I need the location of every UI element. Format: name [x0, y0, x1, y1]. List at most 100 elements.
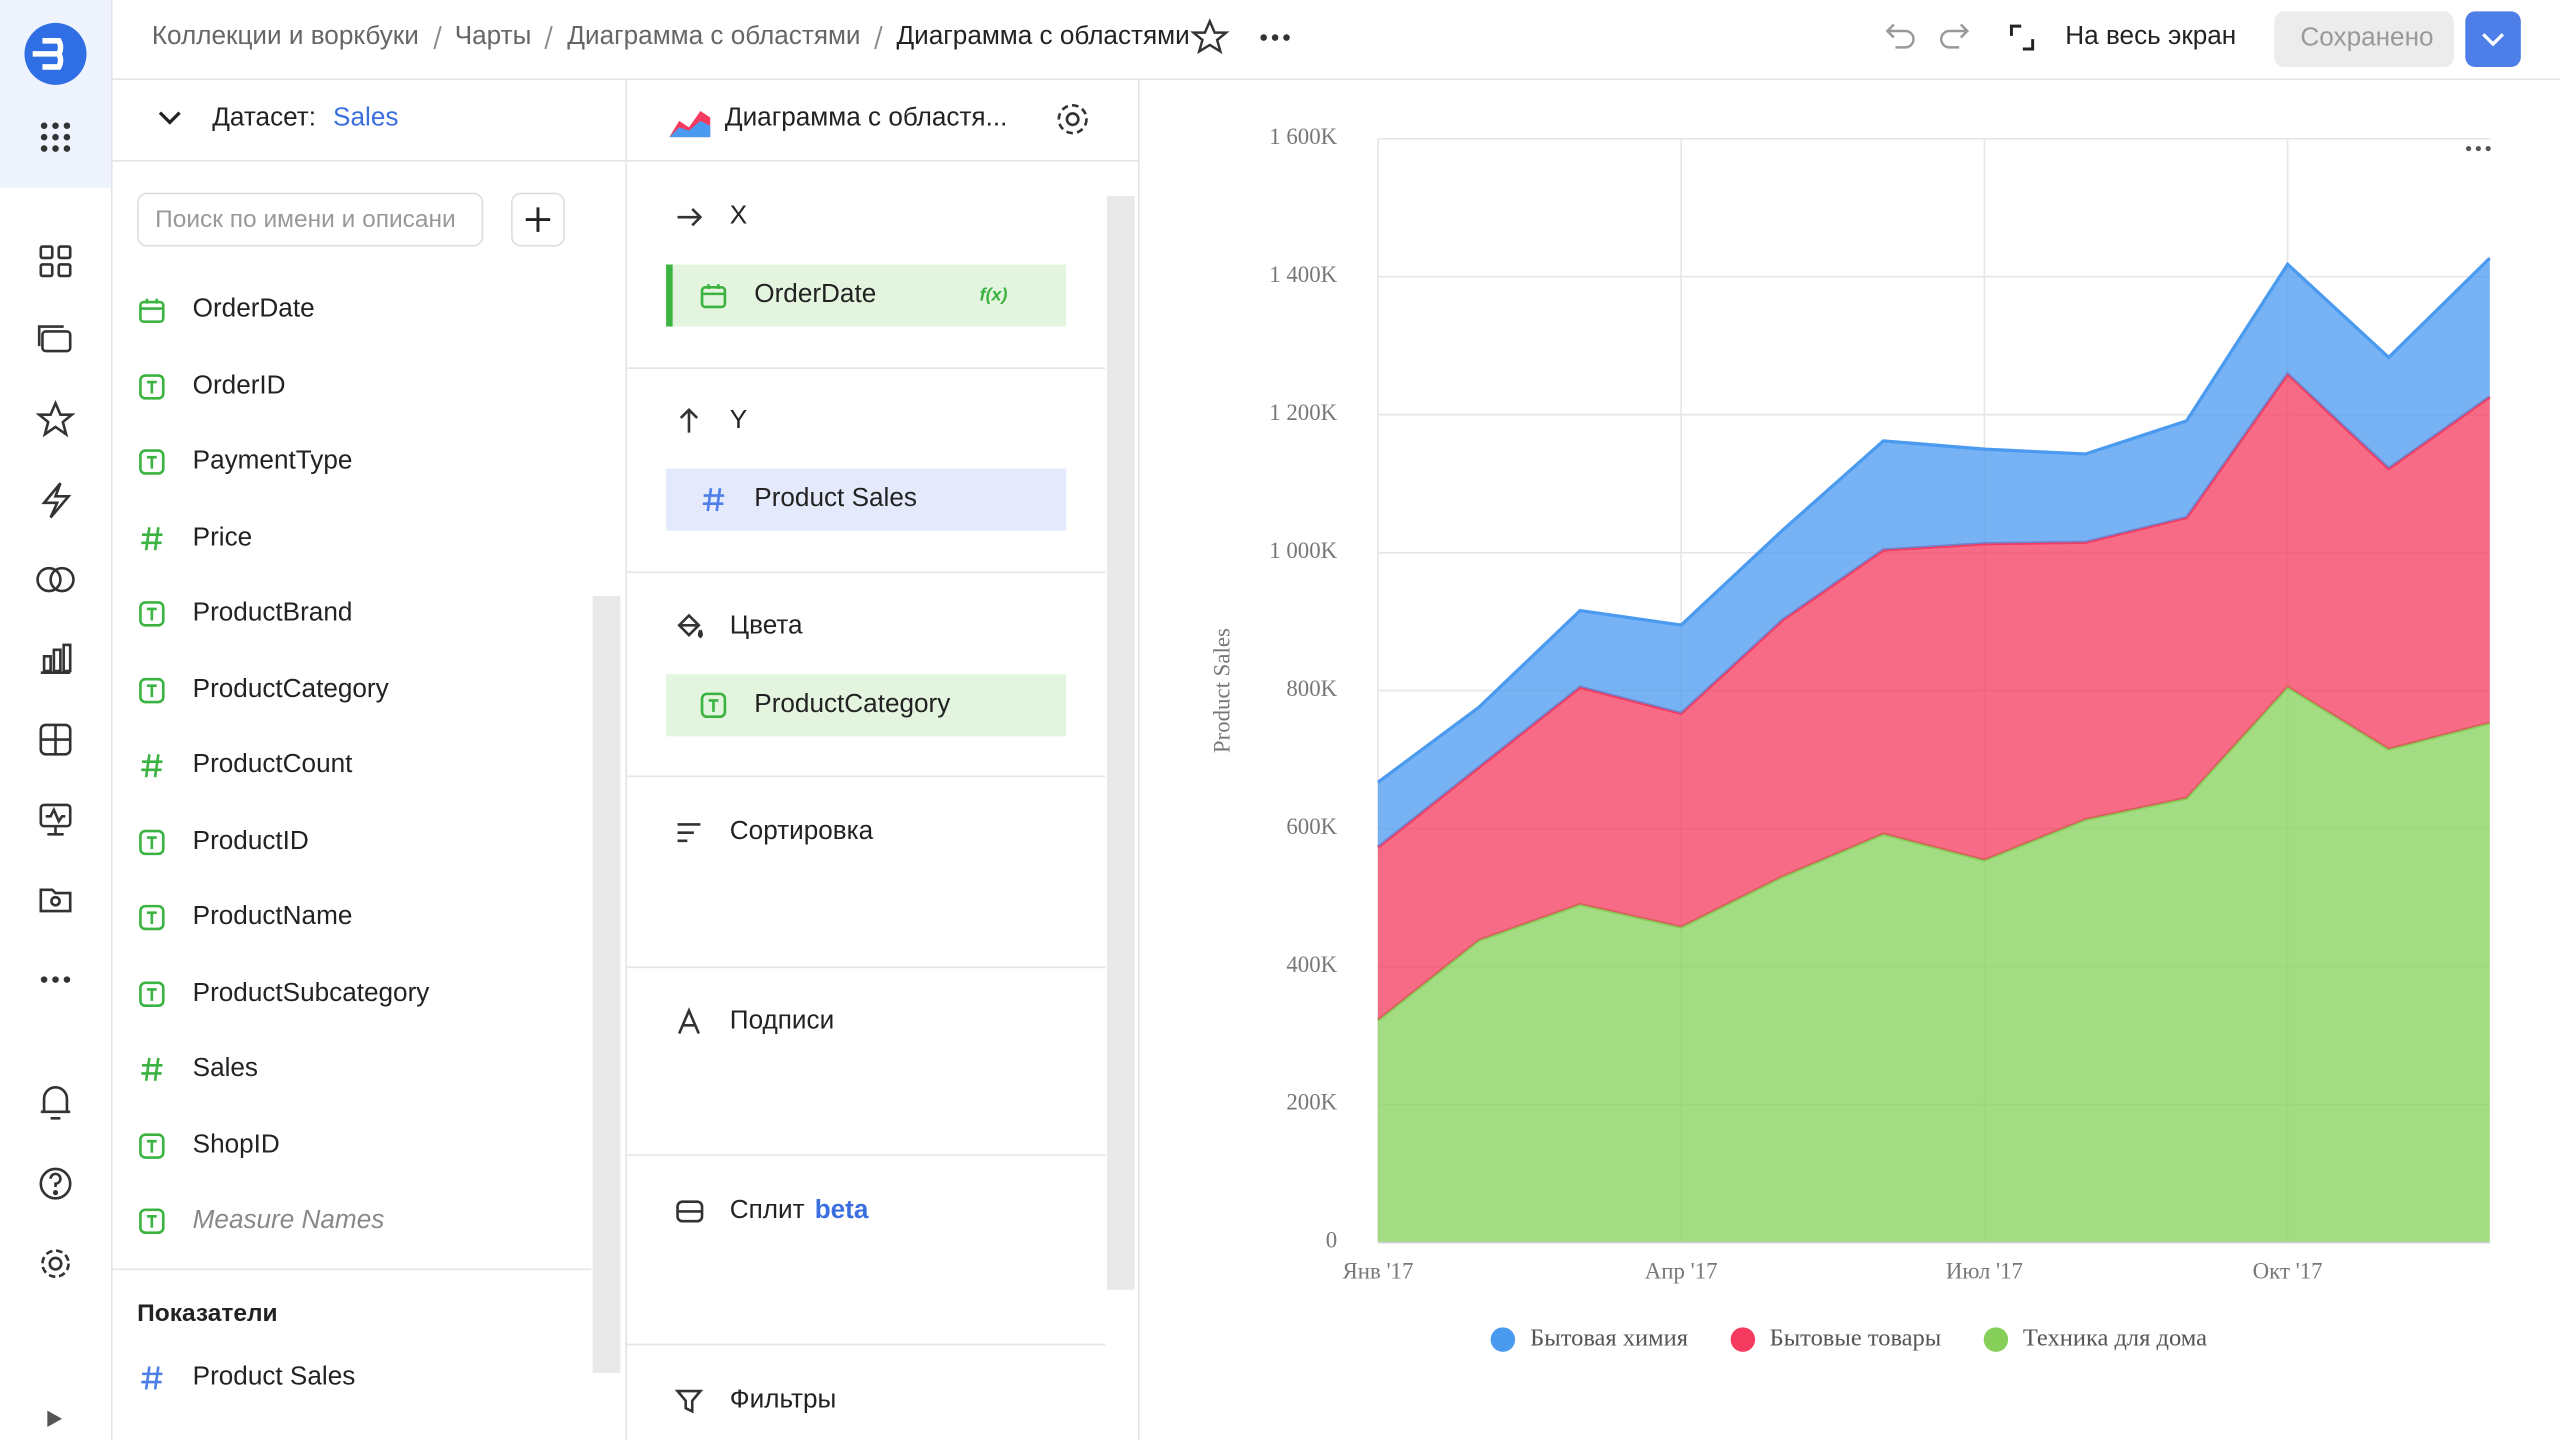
dataset-collapse[interactable]	[155, 106, 188, 132]
y-tick-label: 1 000K	[1269, 538, 1337, 563]
icon-part	[141, 754, 163, 778]
icon-part	[48, 1256, 63, 1271]
icon-part	[146, 987, 157, 1001]
icon-filter	[674, 1386, 704, 1415]
icon-arrow-up	[674, 407, 703, 436]
field-chip[interactable]	[666, 468, 1067, 531]
icon-part	[52, 648, 62, 673]
field-chip[interactable]	[666, 674, 1067, 737]
plus	[525, 207, 551, 232]
scrollbar[interactable]	[1106, 195, 1135, 1290]
add-field-button[interactable]	[511, 192, 565, 247]
icon-text	[137, 371, 166, 400]
dataset-field[interactable]: ProductCategory	[192, 675, 389, 703]
icon-part	[146, 1215, 157, 1228]
chart-settings[interactable]	[1055, 101, 1091, 137]
nav-folders[interactable]	[39, 888, 72, 913]
dataset-field[interactable]: ProductSubcategory	[192, 978, 430, 1007]
icon-part	[39, 888, 72, 913]
scrollbar[interactable]	[592, 595, 621, 1374]
icon-part	[677, 1007, 700, 1034]
dataset-field[interactable]: Sales	[192, 1054, 259, 1083]
icon-split	[674, 1197, 704, 1226]
search-input[interactable]: Поиск по имени и описани	[137, 192, 484, 247]
legend-item[interactable]: Бытовые товары	[1730, 1319, 1941, 1358]
icon-part	[677, 208, 703, 227]
legend-label: Техника для дома	[2022, 1324, 2207, 1352]
dataset-field[interactable]: Measure Names	[192, 1206, 385, 1235]
y-tick-label: 200K	[1286, 1090, 1337, 1115]
legend-item[interactable]: Бытовая химия	[1490, 1319, 1688, 1358]
chart-type-icon[interactable]	[668, 98, 714, 140]
icon-part	[874, 25, 883, 50]
nav-apps[interactable]	[40, 122, 71, 152]
dataset-field[interactable]: ProductBrand	[192, 599, 353, 627]
breadcrumb[interactable]: Диаграмма с областями	[567, 22, 861, 51]
nav-notifications[interactable]	[40, 1086, 71, 1120]
nav-monitoring[interactable]	[39, 803, 72, 836]
nav-settings[interactable]	[41, 1249, 70, 1279]
icon-part	[141, 526, 163, 550]
dataset-field[interactable]: ProductCount	[192, 751, 353, 779]
undo-button[interactable]	[1885, 23, 1915, 49]
dataset-field[interactable]: OrderID	[192, 371, 286, 400]
nav-more[interactable]	[40, 976, 71, 983]
icon-text	[137, 1131, 166, 1160]
save-menu-button[interactable]	[2465, 11, 2521, 67]
nav-datasets[interactable]	[39, 723, 72, 756]
dataset-field[interactable]: Price	[192, 523, 253, 552]
more-button[interactable]	[1260, 34, 1290, 41]
icon-part	[52, 122, 59, 129]
breadcrumb-separator	[430, 24, 443, 50]
icon-part	[140, 298, 164, 310]
icon-part	[700, 692, 727, 719]
icon-text	[137, 903, 166, 932]
dataset-field[interactable]: PaymentType	[192, 447, 353, 476]
field-chip[interactable]	[666, 264, 1067, 327]
dataset-name[interactable]: Sales	[333, 104, 399, 133]
icon-part	[674, 1389, 704, 1414]
chart-type[interactable]: Диаграмма с областя...	[724, 104, 1008, 133]
icon-part	[677, 208, 703, 227]
icon-part	[679, 407, 699, 433]
icon-part	[700, 692, 727, 719]
favorite-button[interactable]	[1190, 18, 1230, 55]
icon-part	[677, 823, 701, 843]
nav-quick[interactable]	[41, 482, 72, 519]
nav-help[interactable]	[39, 1167, 72, 1200]
icon-part	[139, 601, 165, 627]
icon-part	[141, 1366, 163, 1390]
icon-part	[139, 677, 165, 703]
redo-button[interactable]	[1940, 23, 1970, 49]
fullscreen-button[interactable]: На весь экран	[2065, 22, 2237, 51]
nav-charts[interactable]	[40, 643, 72, 674]
legend-item[interactable]: Техника для дома	[1983, 1319, 2207, 1358]
section-title: Цвета	[729, 612, 803, 640]
icon-part	[139, 980, 165, 1007]
dataset-field[interactable]: OrderDate	[192, 295, 315, 324]
section-divider	[626, 775, 1106, 778]
nav-expand[interactable]	[47, 1410, 63, 1427]
icon-part	[146, 607, 157, 621]
chart: Product Sales 0 200K 400K 600K 800K 1 000K 1 2…	[1210, 124, 2491, 1284]
dataset-field[interactable]: ShopID	[192, 1130, 280, 1159]
dataset-field[interactable]: ProductName	[192, 902, 353, 931]
save-button[interactable]	[2274, 11, 2454, 67]
icon-part	[139, 904, 165, 931]
nav-collections[interactable]	[37, 325, 72, 353]
nav-dashboards[interactable]	[39, 245, 72, 278]
icon-number	[137, 523, 166, 552]
chart-menu[interactable]	[2465, 145, 2491, 152]
breadcrumb[interactable]: Коллекции и воркбуки	[151, 22, 419, 51]
icon-part	[40, 133, 48, 141]
measure-field[interactable]: Product Sales	[192, 1363, 356, 1392]
breadcrumb[interactable]: Чарты	[454, 22, 532, 51]
icon-part	[62, 643, 72, 673]
dataset-field[interactable]: ProductID	[192, 826, 309, 855]
icon-part	[50, 895, 61, 907]
icon-arrow-right	[674, 202, 703, 231]
fullscreen-icon[interactable]	[2009, 24, 2035, 51]
breadcrumb-current: Диаграмма с областями	[896, 22, 1190, 51]
nav-favorites[interactable]	[35, 399, 76, 438]
nav-connections[interactable]	[36, 566, 75, 593]
